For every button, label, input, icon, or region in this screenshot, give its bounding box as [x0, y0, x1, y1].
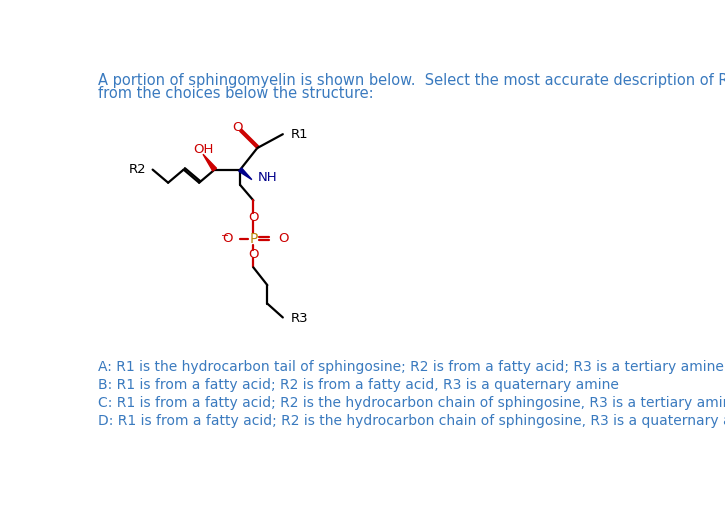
- Text: D: R1 is from a fatty acid; R2 is the hydrocarbon chain of sphingosine, R3 is a : D: R1 is from a fatty acid; R2 is the hy…: [99, 414, 725, 429]
- Text: P: P: [249, 232, 257, 246]
- Text: C: R1 is from a fatty acid; R2 is the hydrocarbon chain of sphingosine, R3 is a : C: R1 is from a fatty acid; R2 is the hy…: [99, 396, 725, 410]
- Text: O: O: [248, 248, 259, 261]
- Text: from the choices below the structure:: from the choices below the structure:: [99, 86, 374, 101]
- Text: R3: R3: [291, 313, 308, 325]
- Text: NH: NH: [258, 171, 278, 184]
- Text: R1: R1: [291, 128, 308, 140]
- Text: OH: OH: [193, 143, 213, 156]
- Text: O: O: [233, 121, 243, 134]
- Polygon shape: [239, 168, 252, 180]
- Text: R2: R2: [129, 163, 146, 176]
- Text: A portion of sphingomyelin is shown below.  Select the most accurate description: A portion of sphingomyelin is shown belo…: [99, 73, 725, 88]
- Text: O: O: [248, 211, 259, 224]
- Text: −: −: [220, 231, 229, 241]
- Polygon shape: [203, 154, 217, 171]
- Text: B: R1 is from a fatty acid; R2 is from a fatty acid, R3 is a quaternary amine: B: R1 is from a fatty acid; R2 is from a…: [99, 378, 619, 392]
- Text: A: R1 is the hydrocarbon tail of sphingosine; R2 is from a fatty acid; R3 is a t: A: R1 is the hydrocarbon tail of sphingo…: [99, 360, 724, 374]
- Text: O: O: [278, 232, 289, 246]
- Text: O: O: [222, 232, 233, 246]
